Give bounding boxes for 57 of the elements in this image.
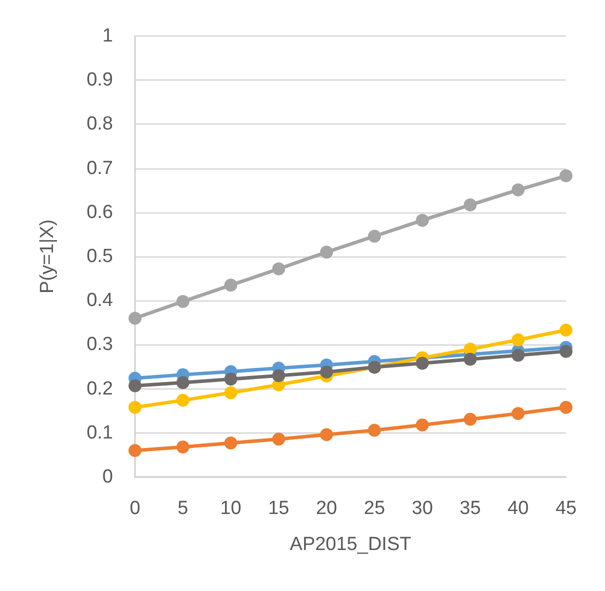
point [464,412,477,426]
point [560,344,572,358]
point [416,356,429,370]
point [368,424,381,437]
x-tick-label: 45 [555,498,577,519]
point [560,400,572,414]
point [128,400,142,414]
point [272,369,286,382]
point [416,418,429,432]
x-tick-label: 30 [412,498,433,519]
point [320,428,334,442]
point [416,214,429,227]
x-tick-label: 35 [460,498,481,519]
x-tick-label: 20 [316,498,338,519]
point [464,198,477,212]
x-tick-label: 5 [178,498,188,519]
point [176,294,190,308]
y-tick-label: 0.3 [86,334,113,356]
point [176,376,190,390]
point [272,432,286,446]
y-tick-label: 0 [102,466,113,488]
point [128,379,142,392]
y-tick-label: 0.2 [86,378,113,400]
x-tick-label: 15 [268,498,290,519]
point [560,169,572,182]
point [128,444,142,458]
point [224,436,238,450]
y-tick-label: 0.6 [86,202,113,223]
point [512,183,525,196]
x-axis-title: AP2015_DIST [290,534,412,555]
point [224,372,238,386]
x-tick-label: 25 [364,498,386,519]
x-tick-label: 40 [508,498,529,519]
x-tick-label: 10 [220,498,242,519]
point [512,333,525,346]
y-tick-label: 0.4 [86,290,114,312]
point [176,440,190,454]
point [128,312,142,325]
point [368,230,381,243]
y-axis-title: P(y=1|X) [37,219,58,294]
y-tick-label: 0.1 [86,422,113,444]
y-tick-label: 0.5 [86,246,113,267]
point [512,348,525,362]
y-tick-label: 0.9 [86,70,113,91]
point [512,407,525,420]
y-tick-label: 0.7 [86,158,113,179]
point [560,324,572,337]
point [320,366,334,379]
point [224,278,238,292]
point [320,246,334,259]
y-tick-label: 1 [102,26,113,46]
point [464,352,477,366]
point [272,262,286,276]
point [224,386,238,400]
point [176,394,190,407]
x-tick-label: 0 [130,498,140,519]
y-tick-label: 0.8 [86,114,113,135]
